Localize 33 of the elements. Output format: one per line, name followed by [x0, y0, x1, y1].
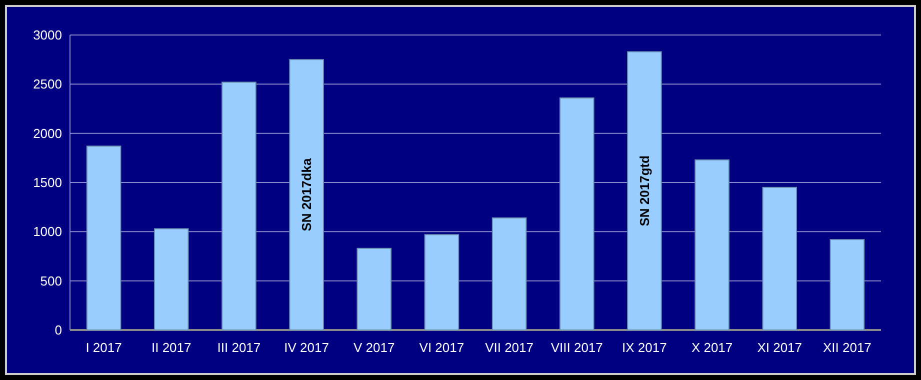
y-tick-label: 1000 [33, 224, 62, 240]
bar [86, 146, 122, 330]
bar [289, 59, 324, 330]
y-tick-label: 2000 [33, 126, 62, 141]
x-tick-label: II 2017 [151, 340, 192, 355]
bar [559, 97, 594, 330]
x-tick-label: XII 2017 [822, 340, 872, 355]
bar [830, 239, 865, 330]
x-tick-label: III 2017 [217, 340, 261, 355]
bar [694, 159, 730, 330]
bar [762, 186, 798, 330]
bar [627, 51, 662, 330]
bar [154, 228, 189, 330]
x-tick-label: XI 2017 [757, 340, 802, 355]
bar [424, 234, 460, 330]
bar [492, 217, 527, 330]
y-tick-label: 1500 [33, 175, 62, 190]
x-tick-label: I 2017 [86, 340, 122, 355]
data-label: SN 2017dka [299, 158, 314, 232]
bar [356, 248, 392, 330]
x-tick-label: VI 2017 [419, 340, 464, 355]
x-tick-label: IV 2017 [284, 340, 329, 355]
bar [222, 82, 256, 330]
y-tick-label: 0 [54, 322, 62, 338]
x-tick-label: VII 2017 [485, 340, 534, 355]
y-tick-label: 2500 [33, 76, 62, 92]
x-tick-label: V 2017 [354, 340, 395, 355]
data-label: SN 2017gtd [637, 155, 652, 226]
x-tick-label: X 2017 [691, 340, 733, 355]
y-tick-label: 500 [40, 273, 62, 288]
x-tick-label: IX 2017 [622, 340, 667, 355]
x-tick-label: VIII 2017 [550, 340, 603, 355]
y-tick-label: 3000 [33, 28, 62, 43]
